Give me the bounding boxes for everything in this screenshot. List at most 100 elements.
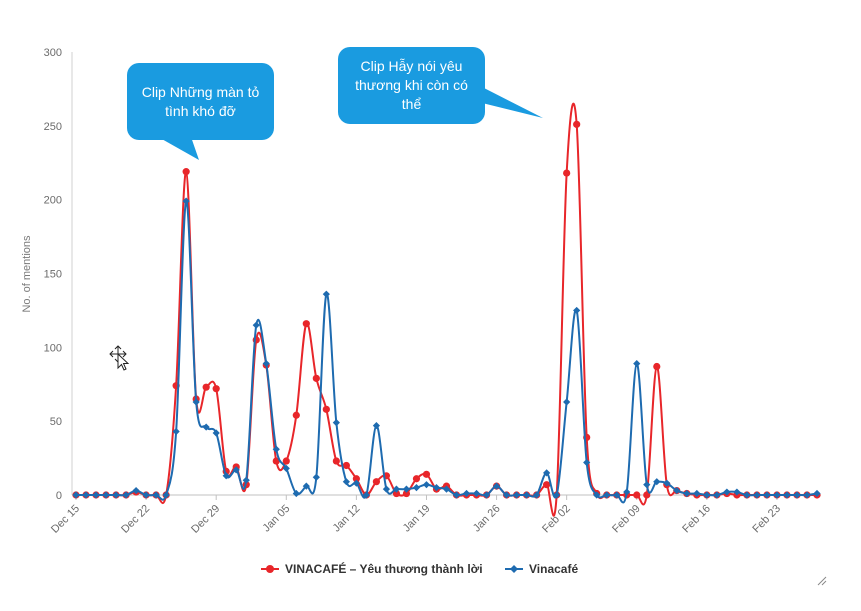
data-point[interactable] [703, 491, 711, 499]
data-point[interactable] [102, 491, 110, 499]
data-point[interactable] [282, 464, 290, 473]
data-point[interactable] [563, 169, 571, 177]
data-point[interactable] [312, 473, 320, 481]
data-point[interactable] [683, 489, 691, 498]
data-point[interactable] [573, 120, 581, 128]
data-point[interactable] [352, 479, 360, 487]
data-point[interactable] [713, 491, 721, 499]
data-point[interactable] [633, 491, 641, 499]
data-point[interactable] [573, 306, 581, 315]
data-point[interactable] [512, 491, 521, 499]
data-point[interactable] [212, 385, 220, 393]
data-point[interactable] [72, 491, 80, 499]
data-point[interactable] [813, 489, 821, 498]
data-point[interactable] [142, 491, 150, 499]
data-point[interactable] [402, 485, 411, 493]
data-point[interactable] [322, 290, 330, 298]
data-point[interactable] [322, 405, 330, 413]
data-point[interactable] [352, 475, 360, 483]
data-point[interactable] [92, 491, 100, 499]
data-point[interactable] [543, 469, 551, 477]
resize-handle-icon[interactable] [816, 575, 828, 587]
data-point[interactable] [673, 486, 681, 495]
data-point[interactable] [292, 489, 300, 498]
data-point[interactable] [332, 457, 340, 465]
data-point[interactable] [462, 489, 471, 498]
data-point[interactable] [482, 491, 491, 499]
data-point[interactable] [122, 491, 130, 499]
data-point[interactable] [312, 374, 320, 382]
data-point[interactable] [643, 481, 651, 489]
data-point[interactable] [372, 478, 381, 486]
data-point[interactable] [803, 491, 811, 499]
data-point[interactable] [272, 445, 280, 453]
data-point[interactable] [82, 491, 90, 499]
data-point[interactable] [523, 491, 531, 499]
data-point[interactable] [342, 461, 350, 470]
data-point[interactable] [412, 475, 421, 483]
data-point[interactable] [392, 489, 401, 498]
data-point[interactable] [372, 421, 381, 430]
data-point[interactable] [242, 476, 250, 484]
data-point[interactable] [422, 470, 431, 478]
data-point[interactable] [182, 197, 190, 205]
data-point[interactable] [112, 491, 120, 499]
legend-item-vinacafe-campaign[interactable]: VINACAFÉ – Yêu thương thành lời [261, 561, 483, 576]
data-point[interactable] [332, 419, 340, 427]
data-point[interactable] [392, 485, 401, 493]
data-point[interactable] [172, 427, 180, 436]
data-point[interactable] [623, 488, 631, 496]
data-point[interactable] [603, 491, 611, 499]
data-point[interactable] [773, 491, 781, 499]
data-point[interactable] [502, 491, 511, 499]
data-point[interactable] [563, 398, 571, 406]
data-point[interactable] [422, 481, 431, 489]
data-point[interactable] [362, 491, 370, 499]
data-point[interactable] [342, 478, 350, 486]
data-point[interactable] [783, 491, 791, 499]
data-point[interactable] [472, 489, 481, 498]
data-point[interactable] [162, 491, 170, 499]
data-point[interactable] [202, 383, 210, 391]
data-point[interactable] [402, 489, 411, 498]
data-point[interactable] [152, 491, 160, 499]
data-point[interactable] [763, 491, 771, 499]
data-point[interactable] [412, 484, 421, 492]
data-point[interactable] [292, 411, 300, 419]
data-point[interactable] [452, 491, 461, 499]
data-point[interactable] [442, 485, 451, 493]
data-point[interactable] [132, 486, 140, 495]
data-point[interactable] [302, 482, 310, 490]
data-point[interactable] [633, 359, 641, 368]
data-point[interactable] [743, 491, 751, 499]
data-point[interactable] [723, 488, 731, 496]
data-point[interactable] [192, 398, 200, 406]
data-point[interactable] [282, 457, 290, 465]
data-point[interactable] [262, 359, 270, 368]
data-point[interactable] [202, 423, 210, 431]
data-point[interactable] [733, 488, 741, 496]
data-point[interactable] [663, 479, 671, 487]
data-point[interactable] [533, 491, 541, 499]
data-point[interactable] [252, 321, 260, 329]
data-point[interactable] [613, 491, 621, 499]
data-point[interactable] [553, 491, 561, 499]
data-point[interactable] [182, 168, 190, 176]
data-point[interactable] [693, 489, 701, 498]
data-point[interactable] [793, 491, 801, 499]
data-point[interactable] [583, 458, 591, 467]
data-point[interactable] [232, 466, 240, 474]
data-point[interactable] [593, 491, 601, 499]
data-point[interactable] [753, 491, 761, 499]
data-point[interactable] [222, 472, 230, 480]
legend-item-vinacafe[interactable]: Vinacafé [505, 562, 578, 576]
data-point[interactable] [302, 320, 310, 328]
data-point[interactable] [653, 362, 661, 371]
data-point[interactable] [212, 429, 220, 437]
data-point[interactable] [492, 482, 501, 490]
data-point[interactable] [543, 481, 551, 489]
data-point[interactable] [432, 484, 441, 492]
data-point[interactable] [382, 485, 391, 493]
data-point[interactable] [653, 478, 661, 486]
